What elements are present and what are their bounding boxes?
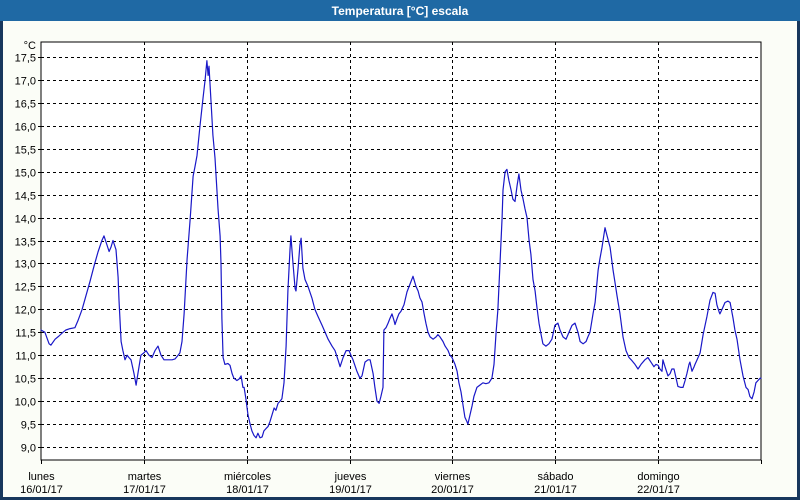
y-tick-label: 14,0 [15, 214, 36, 226]
y-tick-label: 9,0 [21, 443, 36, 455]
temperature-series-line [40, 60, 762, 439]
window-title: Temperatura [°C] escala [331, 4, 469, 18]
y-tick-label: 17,0 [15, 76, 36, 88]
x-day-label: lunes [28, 471, 55, 483]
y-tick-label: 16,5 [15, 99, 36, 111]
temperature-chart: 17,5 17,0 16,5 16,0 15,5 15,0 14,5 14,0 13,5 13,0… [15, 40, 762, 496]
x-day-label: jueves [334, 471, 367, 483]
x-date-label: 20/01/17 [431, 484, 474, 496]
x-date-label: 18/01/17 [226, 484, 269, 496]
x-date-label: 19/01/17 [329, 484, 372, 496]
x-day-label: viernes [435, 471, 471, 483]
y-tick-label: 9,5 [21, 420, 36, 432]
y-tick-label: 11,5 [15, 328, 36, 340]
chart-area: 17,5 17,0 16,5 16,0 15,5 15,0 14,5 14,0 13,5 13,0… [3, 21, 797, 497]
y-tick-label: 14,5 [15, 191, 36, 203]
y-tick-label: 10,0 [15, 397, 36, 409]
y-axis-unit: °C [24, 40, 36, 52]
y-tick-label: 10,5 [15, 374, 36, 386]
x-date-label: 21/01/17 [534, 484, 577, 496]
x-date-label: 22/01/17 [637, 484, 680, 496]
x-day-label: domingo [637, 471, 679, 483]
x-date-label: 17/01/17 [123, 484, 166, 496]
x-day-label: martes [128, 471, 162, 483]
y-tick-label: 11,0 [15, 351, 36, 363]
y-tick-label: 17,5 [15, 53, 36, 65]
y-tick-label: 16,0 [15, 122, 36, 134]
y-tick-label: 15,5 [15, 145, 36, 157]
x-date-label: 16/01/17 [20, 484, 63, 496]
y-tick-label: 13,5 [15, 237, 36, 249]
title-bar[interactable]: Temperatura [°C] escala [0, 0, 800, 21]
y-tick-label: 15,0 [15, 168, 36, 180]
x-day-label: sábado [537, 471, 573, 483]
y-tick-label: 13,0 [15, 259, 36, 271]
y-tick-label: 12,5 [15, 282, 36, 294]
y-tick-label: 12,0 [15, 305, 36, 317]
x-day-label: miércoles [224, 471, 272, 483]
